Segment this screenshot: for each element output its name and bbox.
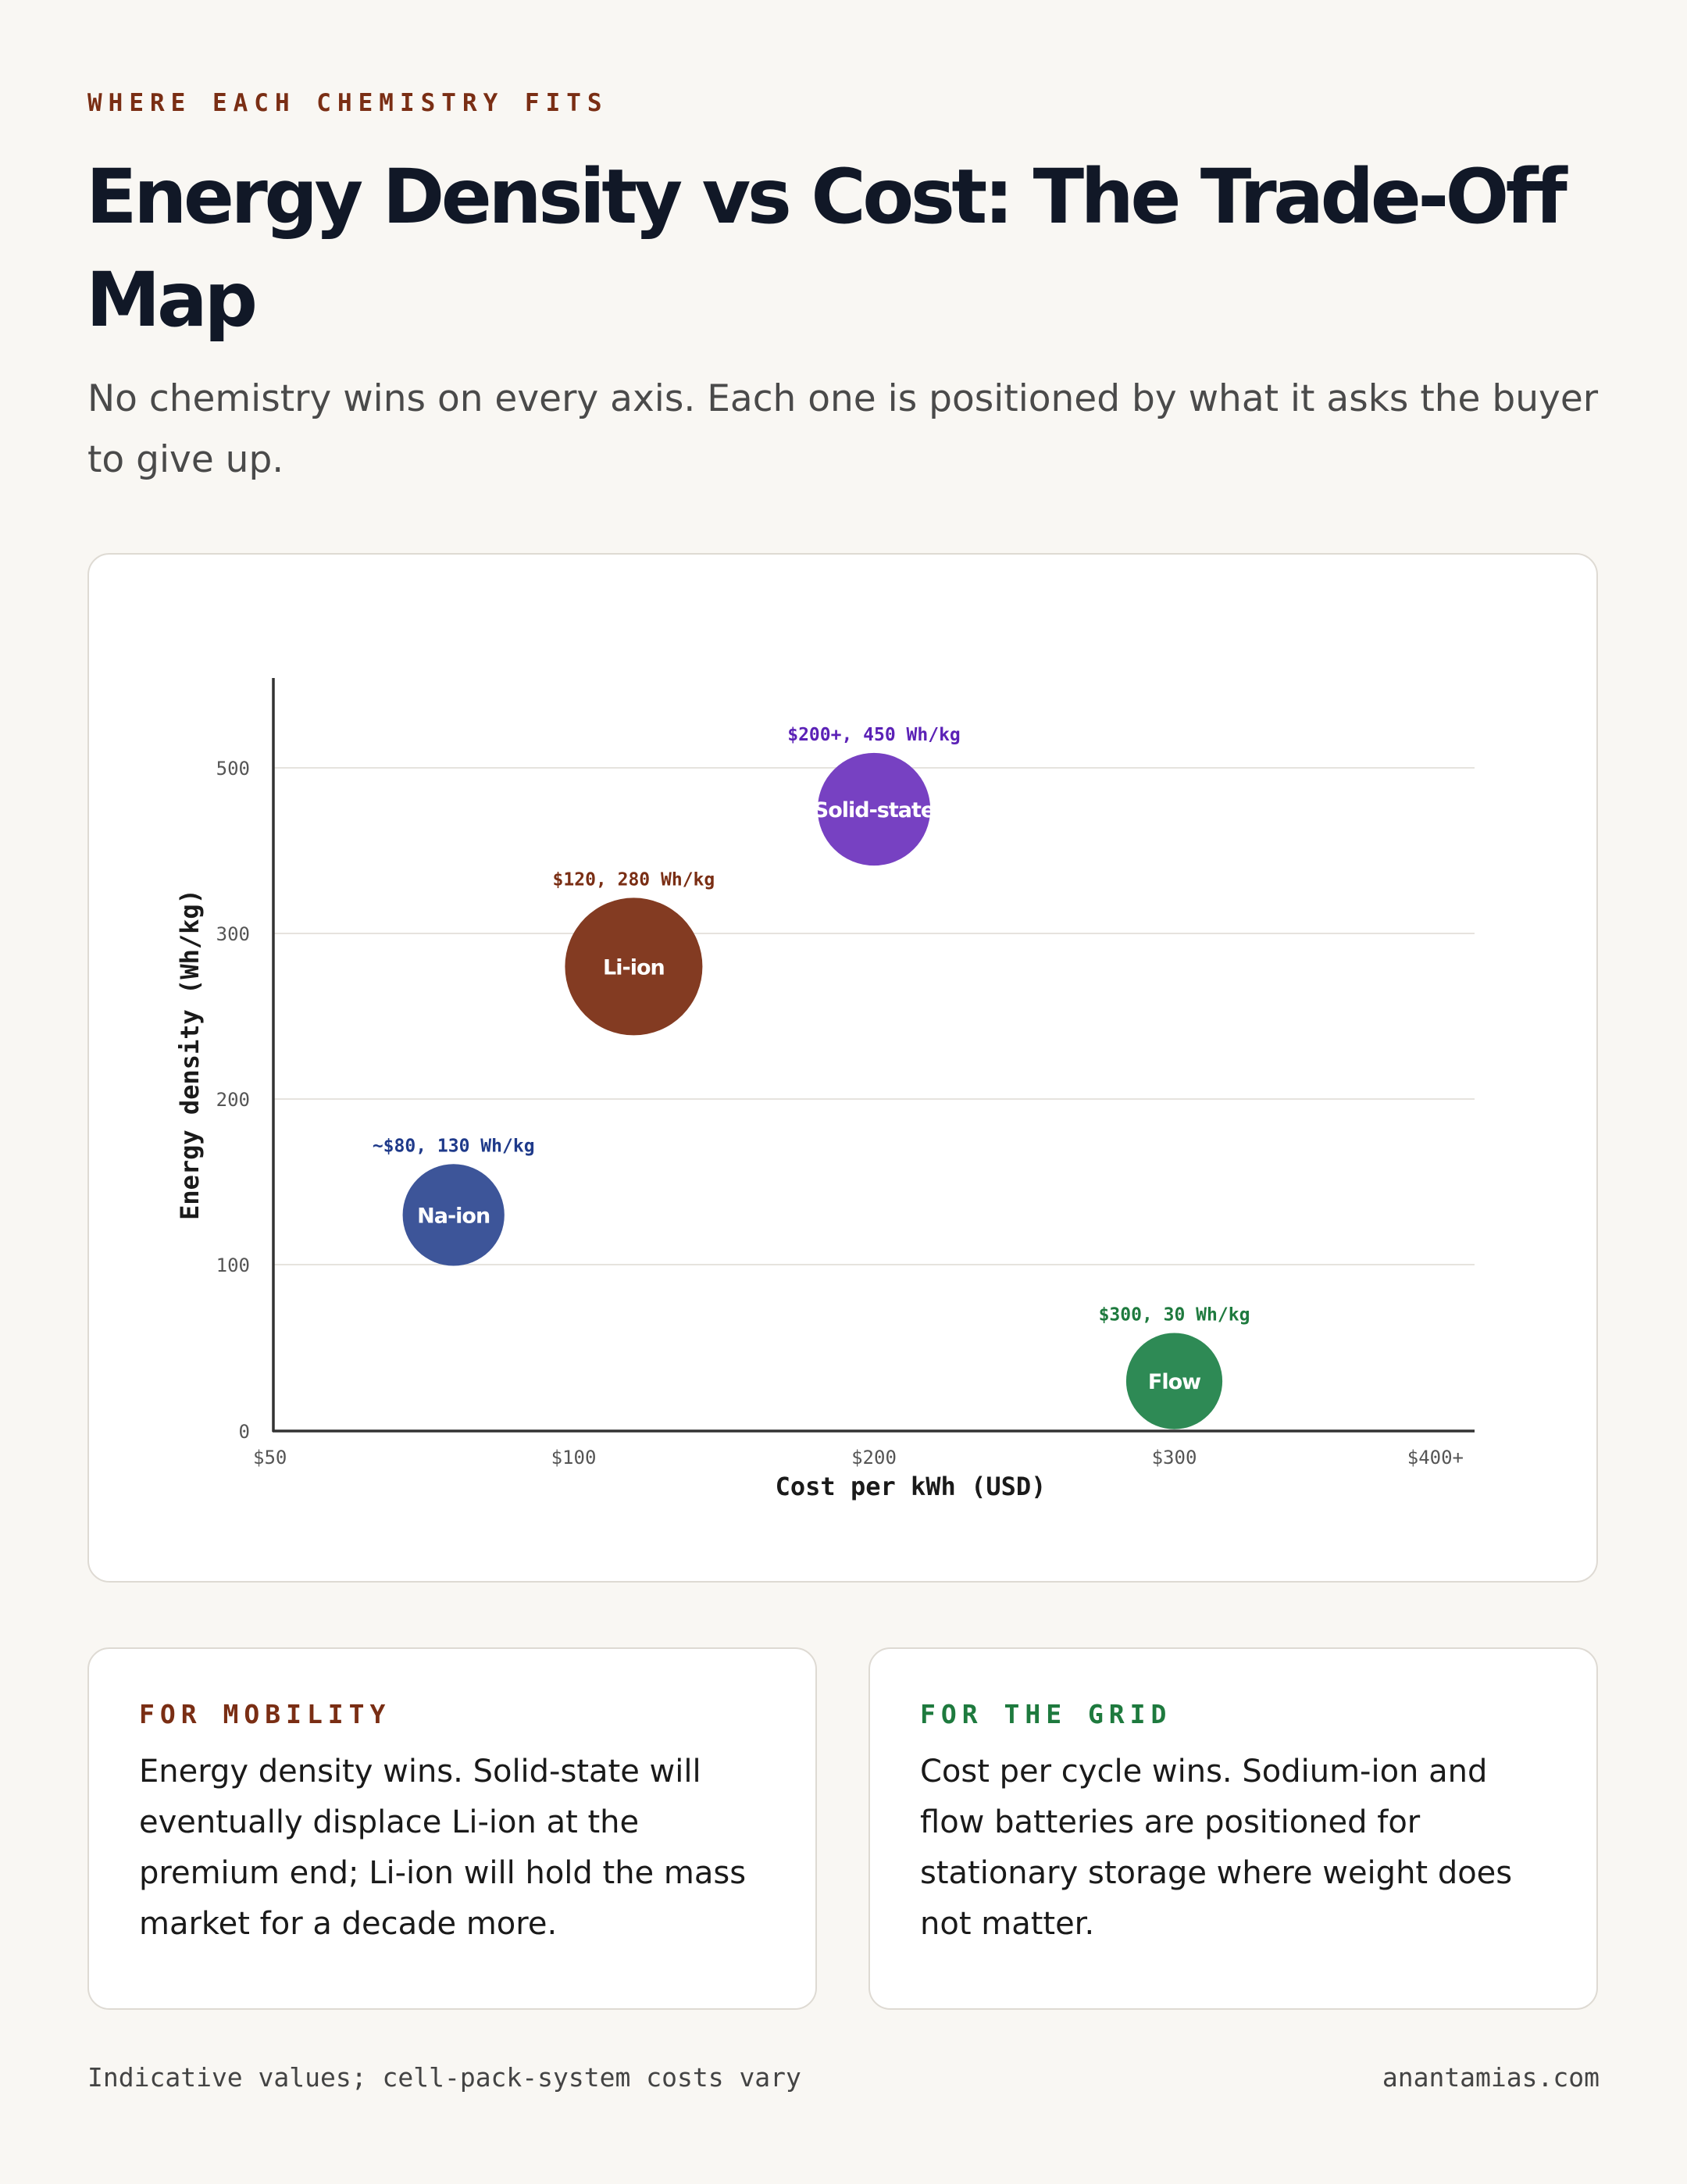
bubble-flow — [1125, 1333, 1223, 1429]
annotation-li-ion: $120, 280 Wh/kg — [553, 869, 715, 890]
y-tick-label: 300 — [216, 923, 250, 945]
eyebrow-label: WHERE EACH CHEMISTRY FITS — [87, 89, 608, 117]
mobility-body: Energy density wins. Solid-state will ev… — [139, 1754, 747, 1942]
y-tick-label: 200 — [216, 1089, 250, 1111]
bubble-label-flow: Flow — [1148, 1370, 1200, 1394]
page-title: Energy Density vs Cost: The Trade-Off Ma… — [86, 153, 1568, 344]
footer-note: Indicative values; cell-pack-system cost… — [87, 2062, 801, 2093]
bubble-label-li-ion: Li-ion — [603, 955, 665, 980]
bubble-li-ion — [565, 898, 703, 1036]
chart-card: 0 100 200 300 500 $50 $100 $200 $300 $400+ Cost pe… — [87, 553, 1598, 1583]
page-subtitle: No chemistry wins on every axis. Each on… — [87, 377, 1599, 481]
mobility-label: FOR MOBILITY — [139, 1699, 391, 1729]
y-tick-label: 500 — [216, 758, 250, 780]
bubble-label-solid-state: Solid-state — [814, 798, 934, 823]
bubble-na-ion — [402, 1164, 505, 1266]
x-axis-title: Cost per kWh (USD) — [776, 1472, 1047, 1501]
y-tick-label: 0 — [239, 1421, 250, 1443]
x-tick-label: $100 — [551, 1447, 597, 1468]
annotation-solid-state: $200+, 450 Wh/kg — [787, 725, 961, 745]
y-tick-label: 100 — [216, 1254, 250, 1276]
grid-label: FOR THE GRID — [920, 1699, 1172, 1729]
mobility-card: FOR MOBILITY Energy density wins. Solid-… — [87, 1647, 817, 2010]
annotation-na-ion: ~$80, 130 Wh/kg — [373, 1136, 535, 1156]
bubble-label-na-ion: Na-ion — [417, 1204, 490, 1228]
y-axis-title: Energy density (Wh/kg) — [175, 889, 205, 1220]
bubble-solid-state — [817, 752, 931, 866]
x-tick-label: $300 — [1152, 1447, 1197, 1468]
grid-body: Cost per cycle wins. Sodium-ion and flow… — [920, 1754, 1513, 1942]
footer-site: anantamias.com — [1382, 2062, 1600, 2093]
bubble-chart: 0 100 200 300 500 $50 $100 $200 $300 $400+ Cost pe… — [175, 678, 1475, 1501]
x-tick-label: $50 — [253, 1447, 287, 1468]
grid-card: FOR THE GRID Cost per cycle wins. Sodium… — [868, 1647, 1598, 2010]
annotation-flow: $300, 30 Wh/kg — [1099, 1305, 1250, 1326]
x-tick-label: $400+ — [1407, 1447, 1464, 1468]
x-tick-label: $200 — [851, 1447, 897, 1468]
